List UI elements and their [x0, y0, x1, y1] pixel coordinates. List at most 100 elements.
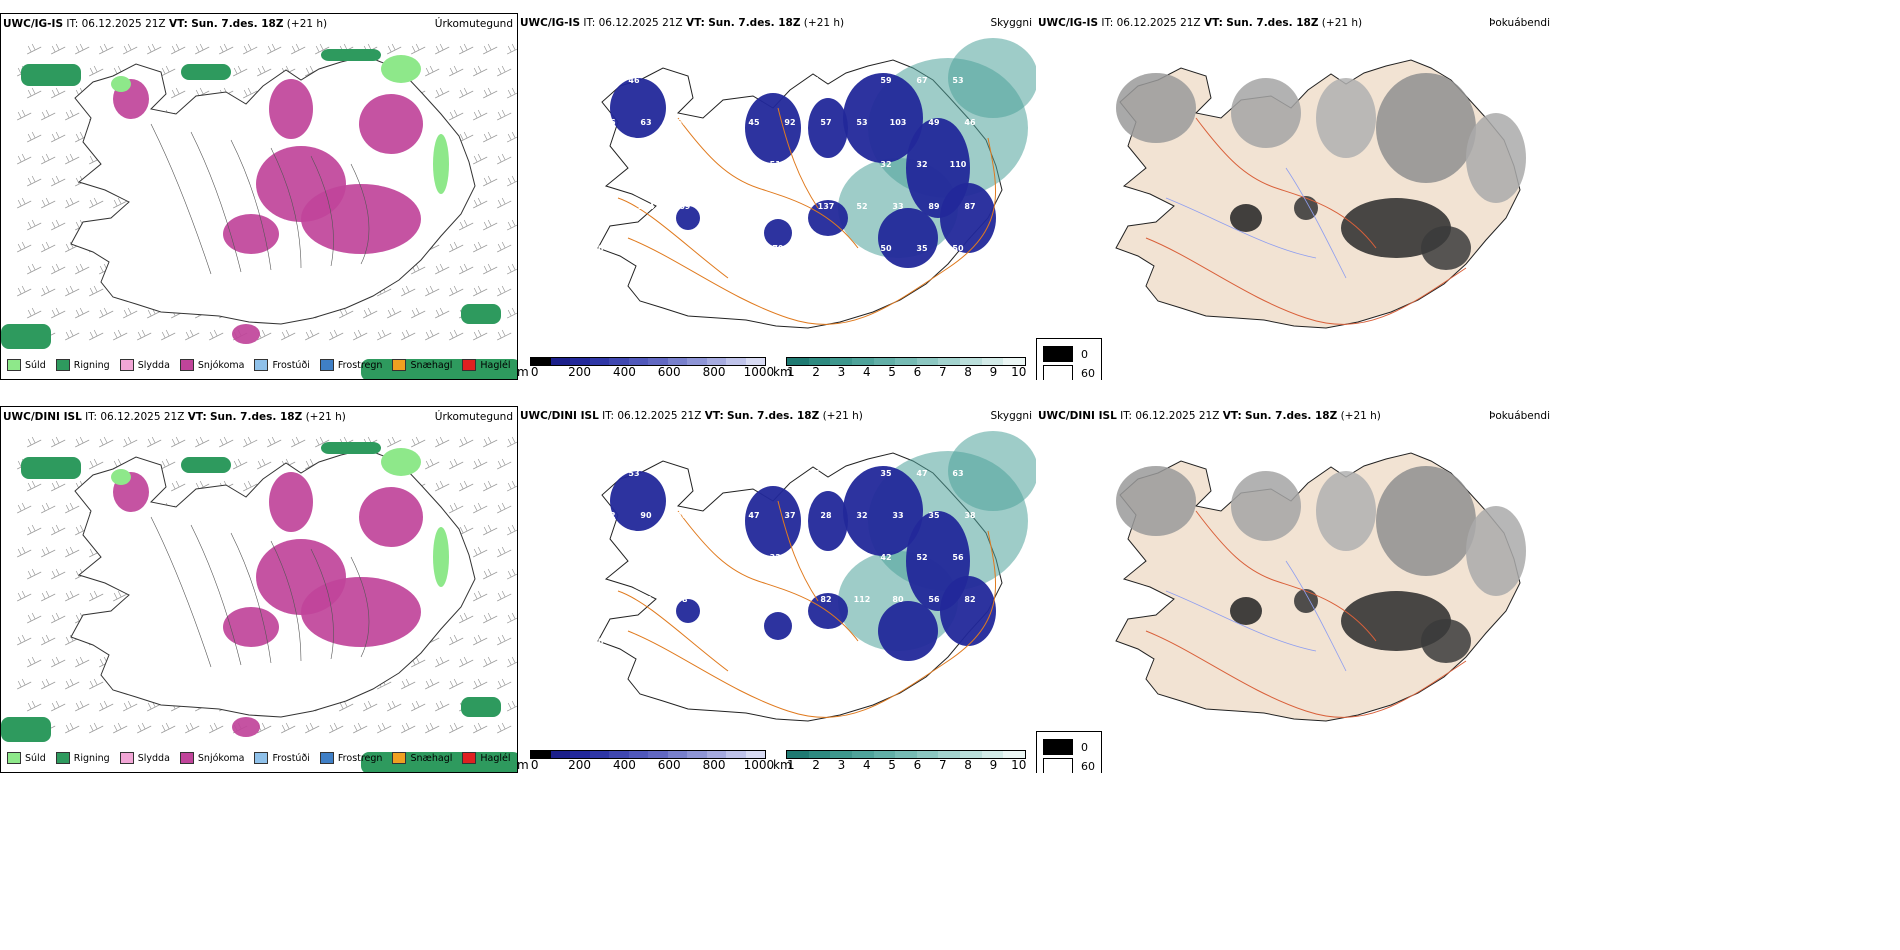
cloud-legend: 0 60: [1036, 338, 1102, 380]
visibility-value: 104: [638, 202, 655, 211]
visibility-value: 40: [808, 553, 820, 562]
visibility-value: 53: [856, 118, 867, 127]
cloud-legend-row: 0: [1043, 346, 1095, 362]
legend-swatch: [462, 752, 477, 764]
visibility-value: 91: [808, 160, 820, 169]
colorbar-tick: 600: [657, 758, 681, 772]
colorbar-cell: [628, 358, 648, 365]
colorbar-cell: [1003, 751, 1026, 758]
visibility-value: 84: [700, 553, 712, 562]
visibility-value: 204: [710, 595, 727, 604]
colorbar-cell: [687, 751, 707, 758]
colorbar-tick: 3: [837, 365, 846, 379]
cloud-map: [1115, 59, 1526, 329]
cloud-legend-label: 0: [1081, 740, 1088, 754]
colorbar-tick: 600: [657, 365, 681, 379]
visibility-value: 35: [916, 244, 928, 253]
legend-swatch: [254, 359, 269, 371]
visibility-value: 47: [916, 469, 927, 478]
visibility-value: 79: [604, 595, 616, 604]
visibility-value: 48: [844, 160, 856, 169]
colorbar-cell: [873, 751, 896, 758]
visibility-value: 70: [592, 244, 604, 253]
legend-item: Rigning: [55, 359, 110, 371]
visibility-value: 80: [892, 595, 904, 604]
visibility-value: 50: [880, 244, 892, 253]
visibility-value: 42: [880, 553, 891, 562]
colorbar-cell: [851, 358, 874, 365]
precip-map: [1, 43, 517, 379]
precip-panel-top: UWC/IG-IS IT: 06.12.2025 21Z VT: Sun. 7.…: [0, 13, 518, 380]
legend-swatch: [392, 752, 407, 764]
legend-label: Rigning: [73, 359, 110, 371]
visibility-value: 66: [676, 118, 688, 127]
height-colorbar: m 0 200 400 600 800 1000: [518, 357, 774, 379]
legend-item: Haglél: [462, 752, 511, 764]
colorbar-cell: [808, 751, 831, 758]
visibility-value: 46: [628, 76, 640, 85]
colorbar-cell: [895, 358, 917, 365]
colorbar-cell: [938, 358, 961, 365]
colorbar-cell: [531, 358, 551, 365]
visibility-value: 110: [950, 160, 967, 169]
legend-item: Frostregn: [319, 752, 382, 764]
visibility-value: 66: [664, 469, 676, 478]
visibility-value: 28: [820, 511, 832, 520]
colorbar-tick: 1000: [743, 758, 775, 772]
colorbar-unit: m: [518, 365, 529, 379]
legend-item: Snæhagl: [392, 752, 452, 764]
visibility-value: 56: [604, 118, 616, 127]
cloud-panel-top: UWC/IG-IS IT: 06.12.2025 21Z VT: Sun. 7.…: [1036, 13, 1554, 380]
visibility-value: 164: [782, 595, 799, 604]
colorbar-cells: [530, 750, 766, 759]
colorbar-cell: [916, 358, 939, 365]
colorbar-cell: [648, 751, 668, 758]
colorbar-cell: [745, 358, 765, 365]
visibility-value: 63: [952, 469, 963, 478]
colorbar-tick: 2: [812, 365, 820, 379]
colorbar-unit: km: [773, 365, 792, 379]
visibility-panel-top: UWC/IG-IS IT: 06.12.2025 21Z VT: Sun. 7.…: [518, 13, 1036, 380]
visibility-value: 35: [628, 637, 640, 646]
panel-name: Úrkomutegund: [434, 411, 513, 423]
colorbar-cell: [960, 751, 982, 758]
visibility-value: 74: [712, 202, 724, 211]
legend-item: Rigning: [55, 752, 110, 764]
visibility-value: 92: [604, 511, 615, 520]
visibility-value: 67: [916, 76, 927, 85]
visibility-value: 63: [640, 118, 651, 127]
colorbar-tick: 8: [964, 758, 972, 772]
visibility-value: 84: [844, 553, 856, 562]
legend-item: Súld: [7, 359, 46, 371]
visibility-value: 56: [928, 595, 940, 604]
visibility-value: 56: [712, 511, 724, 520]
colorbar-tick: 7: [938, 365, 947, 379]
precip-map: [1, 436, 517, 772]
visibility-value: 81: [808, 76, 820, 85]
colorbar-cell: [726, 751, 746, 758]
visibility-value: 53: [952, 76, 963, 85]
visibility-value: 70: [772, 76, 784, 85]
colorbar-cells: [786, 357, 1026, 366]
legend-item: Slydda: [119, 359, 170, 371]
colorbar-cell: [589, 751, 609, 758]
visibility-value: 45: [808, 469, 820, 478]
colorbar-tick: 200: [568, 758, 591, 772]
visibility-value: 82: [820, 595, 831, 604]
visibility-value: 45: [748, 118, 760, 127]
colorbar-tick: 4: [862, 365, 871, 379]
colorbar-tick: 9: [989, 365, 998, 379]
colorbar-cell: [960, 358, 982, 365]
visibility-value: 326: [770, 553, 787, 562]
visibility-value: 03: [592, 469, 603, 478]
legend-item: Snjókoma: [179, 359, 244, 371]
colorbar-cell: [570, 751, 590, 758]
legend-item: Frostregn: [319, 359, 382, 371]
visibility-value: 38: [844, 469, 856, 478]
colorbar-cell: [531, 751, 551, 758]
legend-item: Snæhagl: [392, 359, 452, 371]
legend-label: Snjókoma: [197, 752, 245, 764]
visibility-map: 71 46 52 35 31 70 81 67 59 67 53 56 63 66 38 45 92 57 53 10…: [592, 38, 1036, 329]
cloud-legend-row: 0: [1043, 739, 1095, 755]
panel-name: Úrkomutegund: [434, 18, 513, 30]
